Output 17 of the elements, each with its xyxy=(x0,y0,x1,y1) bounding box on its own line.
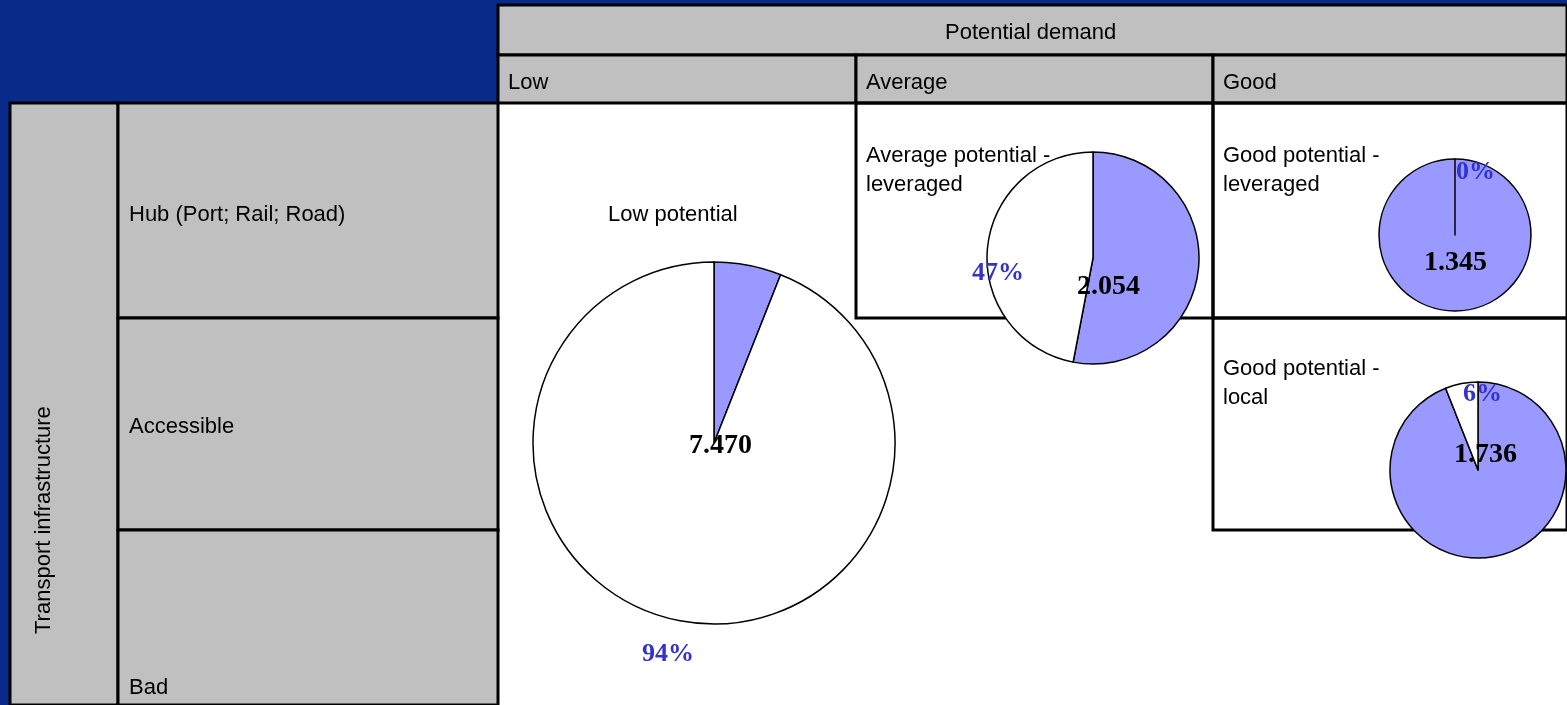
pie-slice xyxy=(532,261,896,625)
category-label: Low xyxy=(508,69,549,94)
category-label: Accessible xyxy=(129,413,235,438)
chart-title: Average potential - leveraged xyxy=(866,142,1051,196)
text: Potential demand xyxy=(945,19,1117,44)
category-label: Average xyxy=(866,69,948,94)
text: 1.345 xyxy=(1424,245,1487,276)
category-label: Hub (Port; Rail; Road) xyxy=(129,201,346,226)
chart-title: Good potential - local xyxy=(1223,355,1380,409)
data-label: 94% xyxy=(642,638,694,667)
chart-title: Good potential - leveraged xyxy=(1223,142,1380,196)
text: 0% xyxy=(1456,156,1495,185)
chart-title: Low potential xyxy=(608,201,738,226)
category-label: Bad xyxy=(129,674,169,699)
category-label: Good xyxy=(1223,69,1277,94)
text: 7.470 xyxy=(689,428,752,459)
text: Transport infrastructure xyxy=(30,406,55,634)
